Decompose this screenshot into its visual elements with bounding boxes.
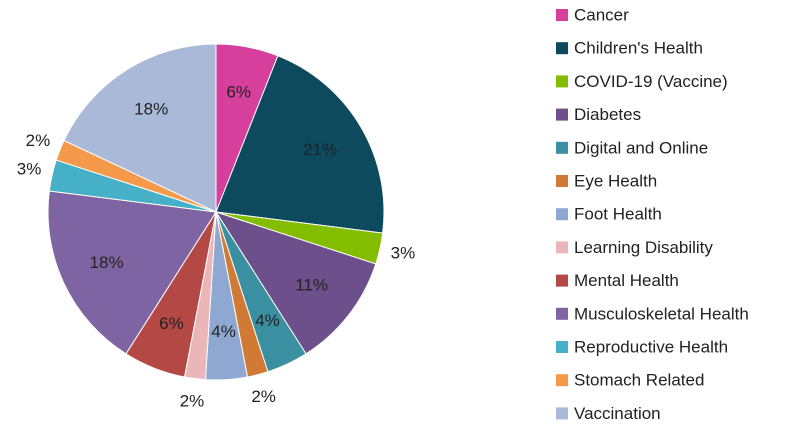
data-label: 11%: [295, 276, 328, 295]
data-label: 2%: [26, 131, 51, 150]
legend-label: Vaccination: [574, 404, 661, 423]
legend-label: Reproductive Health: [574, 337, 728, 356]
legend-swatch: [556, 75, 568, 88]
pie-slice: [215, 55, 385, 234]
pie-slice: [214, 211, 377, 355]
data-label: 4%: [255, 311, 280, 330]
data-label: 6%: [226, 83, 251, 102]
pie-slice: [47, 190, 217, 355]
legend-label: Foot Health: [574, 205, 662, 224]
legend-label: Musculoskeletal Health: [574, 304, 749, 323]
legend-label: Digital and Online: [574, 138, 708, 157]
data-label: 2%: [180, 391, 205, 410]
legend-swatch: [556, 407, 568, 420]
data-label: 18%: [134, 99, 168, 118]
legend-swatch: [556, 341, 568, 353]
legend-swatch: [556, 175, 568, 187]
legend-label: Mental Health: [574, 271, 679, 290]
legend-swatch: [556, 241, 568, 254]
legend-label: COVID-19 (Vaccine): [574, 72, 728, 91]
pie-slice: [63, 43, 217, 213]
legend-label: Learning Disability: [574, 238, 713, 257]
data-label: 3%: [391, 243, 416, 262]
data-label: 6%: [159, 314, 184, 333]
legend-label: Eye Health: [574, 171, 657, 190]
data-label: 2%: [251, 387, 276, 406]
legend-label: Children's Health: [574, 39, 703, 58]
data-label: 21%: [303, 140, 337, 159]
legend-swatch: [556, 108, 568, 121]
legend-swatch: [556, 374, 568, 387]
legend-swatch: [556, 42, 568, 55]
legend-swatch: [556, 307, 568, 320]
legend-label: Diabetes: [574, 105, 641, 124]
legend-label: Stomach Related: [574, 371, 704, 390]
legend-swatch: [556, 9, 568, 21]
legend-swatch: [556, 141, 568, 154]
legend-swatch: [556, 208, 568, 221]
legend-label: Cancer: [574, 5, 629, 24]
data-label: 4%: [211, 322, 236, 341]
data-label: 18%: [90, 253, 124, 272]
legend-swatch: [556, 274, 568, 287]
data-label: 3%: [17, 160, 42, 179]
